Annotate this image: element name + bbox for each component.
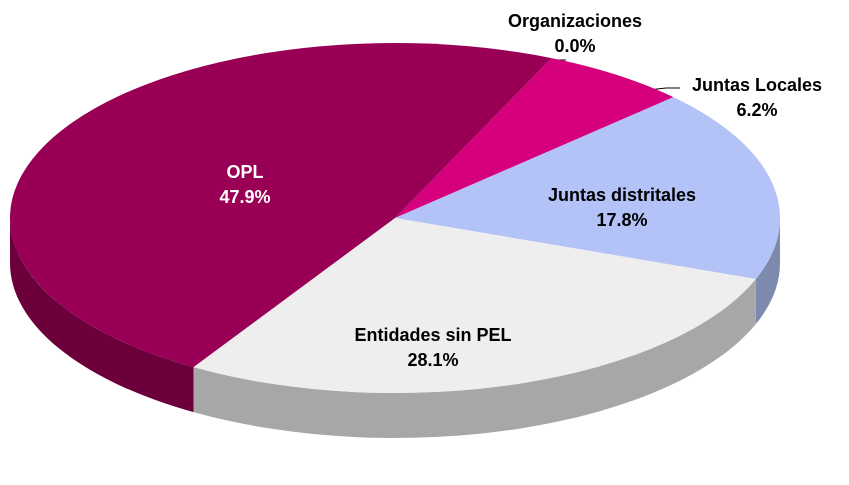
slice-side <box>755 218 780 324</box>
slice <box>9 42 552 368</box>
slice <box>395 58 674 218</box>
value-label: 28.1% <box>407 350 458 370</box>
slice-label: Entidades sin PEL <box>354 325 511 345</box>
slice-label: Juntas Locales <box>692 75 822 95</box>
slice <box>395 97 780 279</box>
slice-label: OPL <box>226 162 263 182</box>
slice-label: Organizaciones <box>508 11 642 31</box>
value-label: 17.8% <box>596 210 647 230</box>
value-label: 0.0% <box>554 36 595 56</box>
value-label: 47.9% <box>219 187 270 207</box>
slice-label: Juntas distritales <box>548 185 696 205</box>
slice-side <box>193 279 756 439</box>
slice-side <box>9 218 194 413</box>
value-label: 6.2% <box>736 100 777 120</box>
slice <box>193 218 756 394</box>
